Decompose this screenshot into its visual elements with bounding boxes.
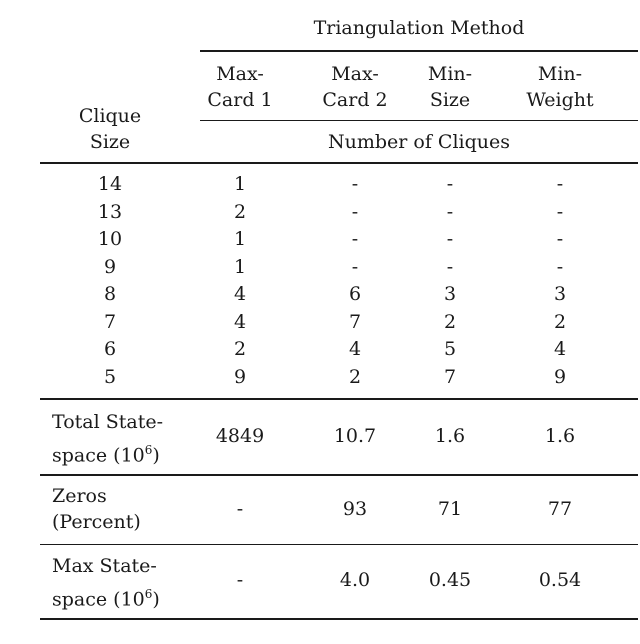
max-statespace-label-line2: space (106) [52, 587, 160, 611]
zeros-label-line2: (Percent) [52, 511, 141, 533]
clique-count-minsize: - [446, 173, 454, 195]
clique-count-maxcard2: - [351, 256, 359, 278]
clique-count-minweight: - [556, 256, 564, 278]
clique-size: 10 [97, 228, 123, 250]
clique-count-minsize: 3 [443, 283, 457, 305]
total-statespace-minsize: 1.6 [434, 425, 466, 447]
col-header-minweight-line2: Weight [526, 89, 594, 111]
total-statespace-maxcard1: 4849 [215, 425, 265, 447]
total-statespace-label-line2: space (106) [52, 443, 160, 467]
body-top-rule [40, 162, 638, 164]
table-bottom-rule [40, 618, 638, 620]
clique-size: 7 [103, 311, 117, 333]
clique-count-maxcard1: 1 [233, 228, 247, 250]
clique-count-maxcard1: 4 [233, 283, 247, 305]
zeros-label-line1: Zeros [52, 485, 107, 507]
col-header-maxcard2-line2: Card 2 [322, 89, 388, 111]
max-statespace-maxcard2: 4.0 [339, 569, 371, 591]
col-header-minsize-line1: Min- [427, 63, 473, 85]
row-header-line2: Size [89, 131, 131, 153]
summary-rule-1 [40, 474, 638, 476]
clique-count-maxcard2: 6 [348, 283, 362, 305]
clique-count-maxcard2: 2 [348, 366, 362, 388]
col-header-maxcard1-line2: Card 1 [207, 89, 273, 111]
clique-bottom-rule [40, 398, 638, 400]
row-header-line1: Clique [78, 105, 142, 127]
clique-count-minweight: 2 [553, 311, 567, 333]
total-statespace-minweight: 1.6 [544, 425, 576, 447]
clique-count-minweight: - [556, 228, 564, 250]
clique-count-minsize: 5 [443, 338, 457, 360]
header-rule [200, 120, 638, 121]
clique-count-minweight: - [556, 201, 564, 223]
clique-count-maxcard2: 7 [348, 311, 362, 333]
clique-count-minsize: 7 [443, 366, 457, 388]
clique-count-maxcard1: 1 [233, 173, 247, 195]
col-header-maxcard1-line1: Max- [216, 63, 264, 85]
clique-count-maxcard2: - [351, 173, 359, 195]
clique-count-maxcard1: 2 [233, 201, 247, 223]
clique-count-minsize: - [446, 201, 454, 223]
max-statespace-minsize: 0.45 [428, 569, 472, 591]
clique-count-minsize: - [446, 228, 454, 250]
clique-count-maxcard2: - [351, 228, 359, 250]
total-statespace-label-line1: Total State- [52, 411, 163, 433]
clique-size: 13 [97, 201, 123, 223]
clique-count-minweight: - [556, 173, 564, 195]
clique-size: 6 [103, 338, 117, 360]
clique-count-maxcard2: 4 [348, 338, 362, 360]
clique-size: 14 [97, 173, 123, 195]
summary-rule-2 [40, 544, 638, 545]
clique-count-minweight: 9 [553, 366, 567, 388]
col-header-minweight-line1: Min- [537, 63, 583, 85]
clique-count-maxcard1: 4 [233, 311, 247, 333]
clique-count-minsize: - [446, 256, 454, 278]
title-rule [200, 50, 638, 52]
max-statespace-maxcard1: - [236, 569, 244, 591]
clique-count-maxcard1: 2 [233, 338, 247, 360]
zeros-maxcard1: - [236, 498, 244, 520]
zeros-minweight: 77 [547, 498, 573, 520]
clique-count-minweight: 3 [553, 283, 567, 305]
col-header-maxcard2-line1: Max- [331, 63, 379, 85]
zeros-minsize: 71 [437, 498, 463, 520]
max-statespace-minweight: 0.54 [538, 569, 582, 591]
subheader: Number of Cliques [327, 131, 510, 153]
table-title: Triangulation Method [313, 17, 525, 39]
clique-size: 8 [103, 283, 117, 305]
zeros-maxcard2: 93 [342, 498, 368, 520]
clique-count-maxcard1: 1 [233, 256, 247, 278]
clique-count-minweight: 4 [553, 338, 567, 360]
clique-count-minsize: 2 [443, 311, 457, 333]
max-statespace-label-line1: Max State- [52, 555, 157, 577]
total-statespace-maxcard2: 10.7 [333, 425, 377, 447]
clique-size: 5 [103, 366, 117, 388]
clique-count-maxcard1: 9 [233, 366, 247, 388]
clique-count-maxcard2: - [351, 201, 359, 223]
col-header-minsize-line2: Size [429, 89, 471, 111]
clique-size: 9 [103, 256, 117, 278]
